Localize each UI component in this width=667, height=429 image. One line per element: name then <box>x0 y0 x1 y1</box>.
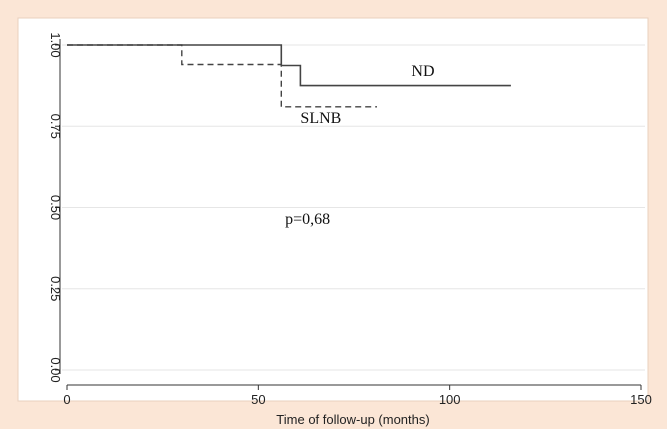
y-tick-label: 1.00 <box>48 32 63 57</box>
annotation-nd: ND <box>411 63 434 80</box>
x-tick-label: 0 <box>63 392 70 407</box>
annotation-slnb: SLNB <box>300 110 341 127</box>
annotation-layer: ND SLNB p=0,68 <box>285 63 434 228</box>
y-tick-label: 0.50 <box>48 195 63 220</box>
y-tick-label: 0.25 <box>48 276 63 301</box>
annotation-p-0-68: p=0,68 <box>285 211 330 228</box>
x-tick-label: 100 <box>439 392 461 407</box>
x-axis-title: Time of follow-up (months) <box>276 412 429 427</box>
series-line-slnb <box>67 44 377 108</box>
y-tick-label: 0.00 <box>48 357 63 382</box>
series-layer <box>67 44 511 108</box>
y-tick-label: 0.75 <box>48 114 63 139</box>
axis-layer: 0.00 0.25 0.50 0.75 1.00 0 50 100 150 <box>48 32 652 407</box>
x-tick-label: 150 <box>630 392 652 407</box>
x-tick-label: 50 <box>251 392 265 407</box>
series-line-nd <box>67 44 511 87</box>
plot-area <box>17 17 649 402</box>
